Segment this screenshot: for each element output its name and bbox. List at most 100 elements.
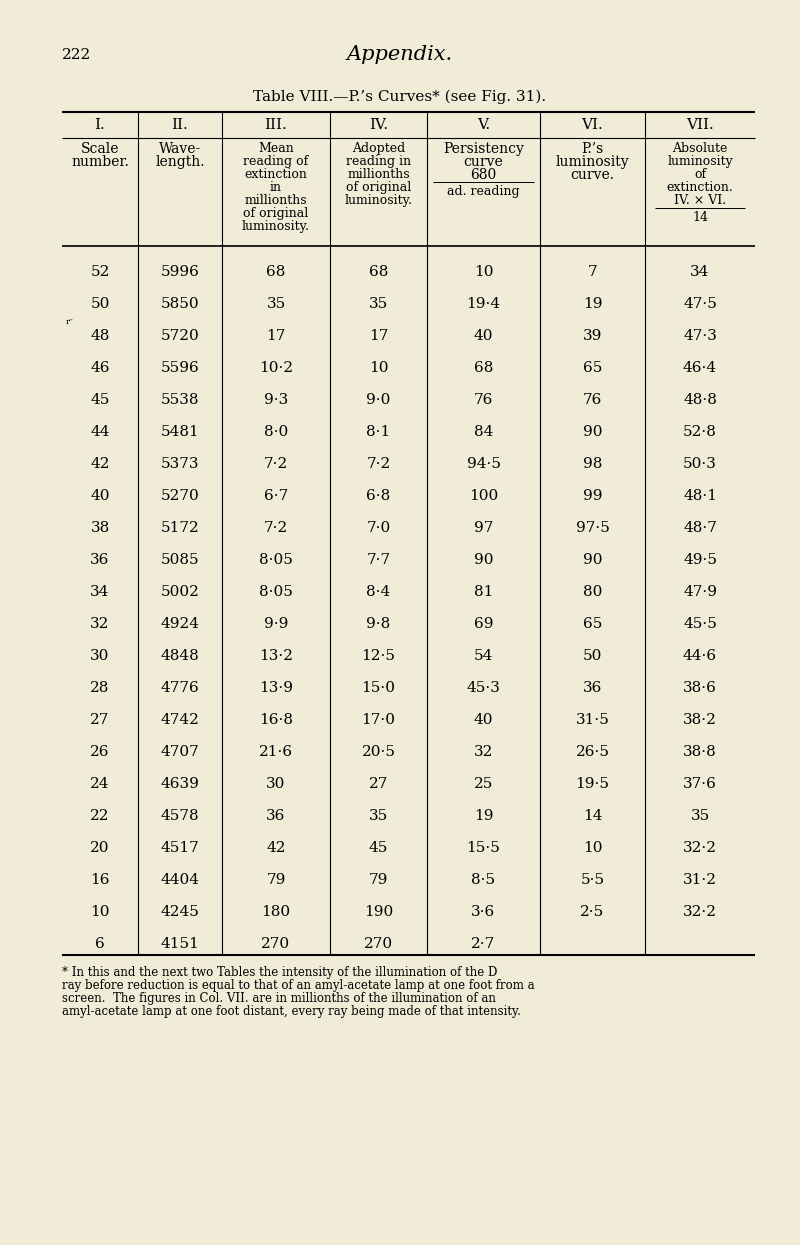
Text: 9·9: 9·9	[264, 618, 288, 631]
Text: 5002: 5002	[161, 585, 199, 599]
Text: 79: 79	[369, 873, 388, 886]
Text: 5996: 5996	[161, 265, 199, 279]
Text: 49·5: 49·5	[683, 553, 717, 566]
Text: 4924: 4924	[161, 618, 199, 631]
Text: 5720: 5720	[161, 329, 199, 344]
Text: 48: 48	[90, 329, 110, 344]
Text: 5373: 5373	[161, 457, 199, 471]
Text: 76: 76	[474, 393, 493, 407]
Text: 45·3: 45·3	[466, 681, 501, 695]
Text: 6·7: 6·7	[264, 489, 288, 503]
Text: 38·6: 38·6	[683, 681, 717, 695]
Text: 7·2: 7·2	[264, 520, 288, 535]
Text: 99: 99	[582, 489, 602, 503]
Text: 8·5: 8·5	[471, 873, 495, 886]
Text: 100: 100	[469, 489, 498, 503]
Text: 35: 35	[369, 298, 388, 311]
Text: 84: 84	[474, 425, 493, 439]
Text: 30: 30	[90, 649, 110, 664]
Text: 9·3: 9·3	[264, 393, 288, 407]
Text: 7·2: 7·2	[264, 457, 288, 471]
Text: 180: 180	[262, 905, 290, 919]
Text: 13·2: 13·2	[259, 649, 293, 664]
Text: 68: 68	[474, 361, 493, 375]
Text: 20·5: 20·5	[362, 745, 395, 759]
Text: 52: 52	[90, 265, 110, 279]
Text: 42: 42	[266, 842, 286, 855]
Text: 31·2: 31·2	[683, 873, 717, 886]
Text: 10·2: 10·2	[259, 361, 293, 375]
Text: 8·1: 8·1	[366, 425, 390, 439]
Text: luminosity.: luminosity.	[242, 220, 310, 233]
Text: 21·6: 21·6	[259, 745, 293, 759]
Text: 50: 50	[90, 298, 110, 311]
Text: 34: 34	[690, 265, 710, 279]
Text: 40: 40	[90, 489, 110, 503]
Text: 7·7: 7·7	[366, 553, 390, 566]
Text: Appendix.: Appendix.	[347, 45, 453, 63]
Text: 54: 54	[474, 649, 493, 664]
Text: luminosity: luminosity	[667, 154, 733, 168]
Text: 4742: 4742	[161, 713, 199, 727]
Text: 7: 7	[588, 265, 598, 279]
Text: 39: 39	[583, 329, 602, 344]
Text: curve.: curve.	[570, 168, 614, 182]
Text: 8·4: 8·4	[366, 585, 390, 599]
Text: 17: 17	[369, 329, 388, 344]
Text: r′′: r′′	[66, 317, 74, 326]
Text: 45: 45	[369, 842, 388, 855]
Text: 17·0: 17·0	[362, 713, 395, 727]
Text: 12·5: 12·5	[362, 649, 395, 664]
Text: 19·4: 19·4	[466, 298, 501, 311]
Text: 14: 14	[582, 809, 602, 823]
Text: * In this and the next two Tables the intensity of the illumination of the D: * In this and the next two Tables the in…	[62, 966, 498, 979]
Text: 44: 44	[90, 425, 110, 439]
Text: 90: 90	[582, 425, 602, 439]
Text: 5850: 5850	[161, 298, 199, 311]
Text: millionths: millionths	[245, 194, 307, 207]
Text: 5172: 5172	[161, 520, 199, 535]
Text: 5270: 5270	[161, 489, 199, 503]
Text: 32·2: 32·2	[683, 842, 717, 855]
Text: 4848: 4848	[161, 649, 199, 664]
Text: 26·5: 26·5	[575, 745, 610, 759]
Text: 94·5: 94·5	[466, 457, 501, 471]
Text: 15·0: 15·0	[362, 681, 395, 695]
Text: 36: 36	[90, 553, 110, 566]
Text: 76: 76	[583, 393, 602, 407]
Text: luminosity.: luminosity.	[345, 194, 413, 207]
Text: 6·8: 6·8	[366, 489, 390, 503]
Text: 30: 30	[266, 777, 286, 791]
Text: 79: 79	[266, 873, 286, 886]
Text: millionths: millionths	[347, 168, 410, 181]
Text: 31·5: 31·5	[575, 713, 610, 727]
Text: 50: 50	[583, 649, 602, 664]
Text: in: in	[270, 181, 282, 194]
Text: ad. reading: ad. reading	[447, 186, 520, 198]
Text: 4776: 4776	[161, 681, 199, 695]
Text: 5481: 5481	[161, 425, 199, 439]
Text: IV.: IV.	[369, 118, 388, 132]
Text: 19·5: 19·5	[575, 777, 610, 791]
Text: IV. × VI.: IV. × VI.	[674, 194, 726, 207]
Text: 47·9: 47·9	[683, 585, 717, 599]
Text: I.: I.	[94, 118, 106, 132]
Text: 19: 19	[582, 298, 602, 311]
Text: 38·8: 38·8	[683, 745, 717, 759]
Text: 5·5: 5·5	[581, 873, 605, 886]
Text: 222: 222	[62, 49, 91, 62]
Text: extinction: extinction	[245, 168, 307, 181]
Text: 16: 16	[90, 873, 110, 886]
Text: 4151: 4151	[161, 937, 199, 951]
Text: 35: 35	[690, 809, 710, 823]
Text: 80: 80	[583, 585, 602, 599]
Text: 15·5: 15·5	[466, 842, 501, 855]
Text: 10: 10	[90, 905, 110, 919]
Text: 9·8: 9·8	[366, 618, 390, 631]
Text: VI.: VI.	[582, 118, 603, 132]
Text: 35: 35	[369, 809, 388, 823]
Text: 27: 27	[369, 777, 388, 791]
Text: 35: 35	[266, 298, 286, 311]
Text: 2·5: 2·5	[580, 905, 605, 919]
Text: 2·7: 2·7	[471, 937, 496, 951]
